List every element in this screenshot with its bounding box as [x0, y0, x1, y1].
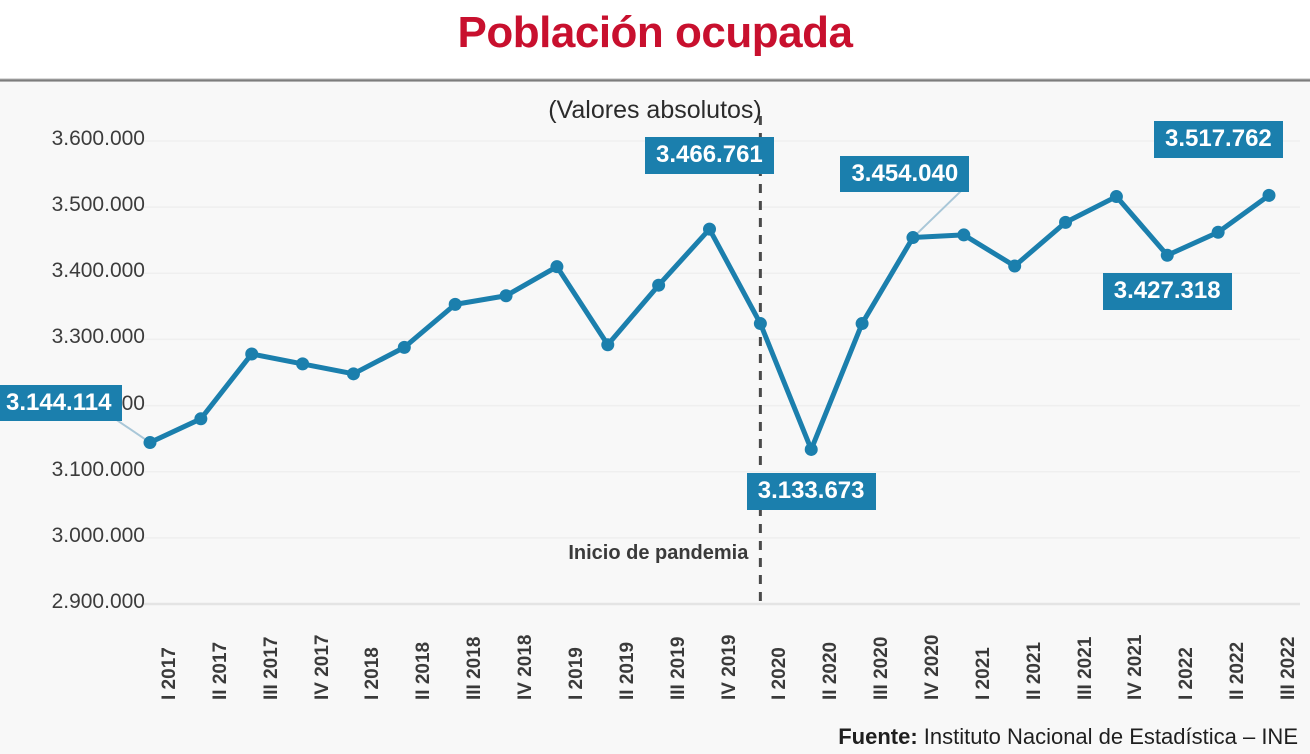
y-axis-tick-label: 3.100.000	[51, 457, 145, 481]
chart-header: Población ocupada	[0, 0, 1310, 82]
callout-leader-lines	[115, 189, 963, 444]
data-label-callout: 3.427.318	[1102, 273, 1232, 311]
data-label-callout: 3.144.114	[0, 384, 123, 422]
data-label-callout: 3.466.761	[645, 137, 774, 175]
y-axis-tick-label: 2.900.000	[51, 590, 145, 613]
x-axis-tick-label: I 2019	[565, 647, 587, 700]
x-axis-tick-label: IV 2021	[1125, 634, 1147, 701]
x-axis-tick-label: IV 2019	[718, 634, 740, 701]
data-point-marker	[804, 442, 818, 456]
x-axis-tick-label: II 2020	[820, 641, 842, 700]
data-point-marker	[550, 260, 564, 274]
x-axis-tick-label: II 2019	[616, 641, 638, 700]
line-chart-svg	[115, 116, 1300, 606]
data-point-marker	[957, 228, 971, 242]
x-axis-tick-label: I 2022	[1176, 647, 1198, 700]
x-axis-tick-label: II 2018	[413, 641, 435, 700]
x-axis-tick-label: I 2017	[159, 647, 180, 700]
x-axis-tick-label: II 2022	[1227, 641, 1249, 700]
x-axis-tick-label: I 2020	[769, 647, 791, 700]
data-point-marker	[245, 347, 259, 361]
x-axis-tick-label: II 2017	[209, 641, 231, 700]
data-point-marker	[753, 317, 767, 331]
data-point-marker	[296, 357, 310, 371]
data-point-marker	[397, 340, 411, 354]
x-axis: I 2017 II 2017 III 2017 IV 2017 I 2018 II 201…	[0, 82, 1310, 754]
x-axis-tick-label: III 2021	[1074, 636, 1096, 700]
callout-leader-line	[115, 418, 151, 444]
data-point-marker	[194, 412, 208, 426]
data-point-marker	[499, 289, 513, 303]
data-point-marker	[1262, 188, 1276, 202]
data-point-marker	[448, 297, 462, 311]
source-label: Fuente:	[838, 724, 918, 749]
x-axis-tick-label: IV 2020	[921, 634, 943, 701]
x-axis-tick-label: III 2022	[1278, 636, 1299, 700]
data-point-marker	[703, 222, 716, 236]
data-label-callout: 3.133.673	[746, 473, 876, 511]
data-point-marker	[1059, 215, 1073, 229]
pandemic-annotation-label: Inicio de pandemia	[568, 542, 749, 565]
x-axis-tick-label: I 2021	[972, 647, 994, 700]
y-axis-tick-label: 3.400.000	[51, 259, 145, 283]
y-axis-tick-label: 3.600.000	[51, 127, 145, 150]
page-title: Población ocupada	[457, 8, 853, 57]
data-point-marker	[1211, 225, 1225, 239]
y-axis-tick-label: 3.300.000	[51, 325, 145, 349]
x-axis-tick-label: III 2020	[871, 636, 893, 700]
source-note: Fuente: Instituto Nacional de Estadístic…	[838, 724, 1298, 750]
plot-area	[0, 82, 1310, 754]
data-label-callout: 3.517.762	[1154, 121, 1283, 159]
x-axis-tick-label: III 2019	[667, 636, 689, 700]
source-value: Instituto Nacional de Estadística – INE	[917, 724, 1298, 749]
chart-panel: (Valores absolutos) 3.600.000 3.500.000 3.…	[0, 82, 1310, 754]
data-point-marker	[1160, 248, 1174, 262]
data-label-callout: 3.454.040	[840, 155, 970, 193]
header-divider	[0, 78, 1310, 82]
x-axis-tick-label: III 2017	[260, 636, 282, 700]
chart-subtitle: (Valores absolutos)	[548, 96, 762, 124]
series-markers	[143, 188, 1276, 456]
data-point-marker	[1109, 190, 1123, 204]
data-point-marker	[346, 367, 360, 381]
callout-leader-line	[912, 189, 963, 239]
x-axis-tick-label: II 2021	[1023, 641, 1045, 700]
data-point-marker	[855, 317, 869, 331]
data-point-marker	[1008, 259, 1022, 273]
x-axis-tick-label: III 2018	[464, 636, 486, 700]
x-axis-tick-label: I 2018	[362, 647, 384, 700]
y-axis-tick-label: 3.000.000	[51, 523, 145, 547]
data-point-marker	[143, 436, 157, 450]
y-axis-tick-label: 3.500.000	[51, 193, 145, 217]
data-point-marker	[601, 338, 615, 352]
x-axis-tick-label: IV 2017	[311, 634, 333, 701]
x-axis-tick-label: IV 2018	[515, 634, 537, 701]
data-point-marker	[652, 278, 666, 292]
data-point-marker	[906, 231, 920, 245]
